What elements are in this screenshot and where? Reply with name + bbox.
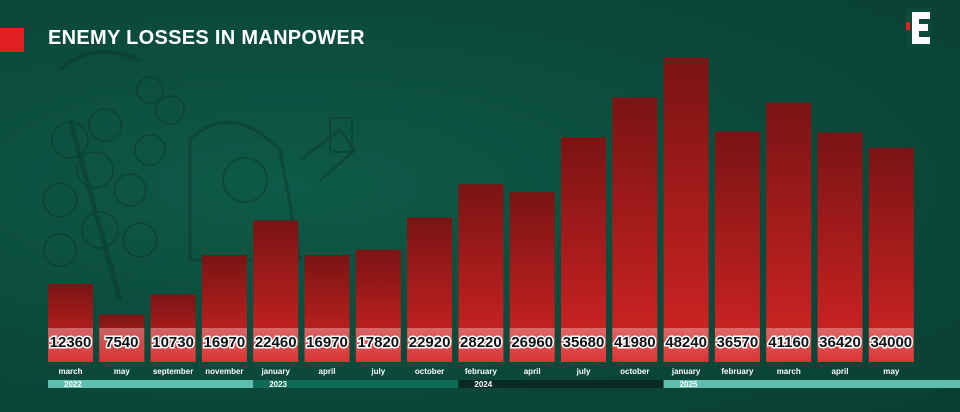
month-tick-label: november	[205, 367, 243, 376]
bar-value-label: 16970	[204, 334, 246, 351]
chart-title: ENEMY LOSSES IN MANPOWER	[48, 27, 365, 49]
bar	[663, 58, 709, 362]
bar-value-label: 36570	[717, 334, 759, 351]
month-tick-label: february	[465, 367, 498, 376]
bar-label-highlight	[304, 328, 350, 362]
year-label: 2022	[64, 380, 82, 389]
month-tick-label: may	[883, 367, 900, 376]
year-label: 2024	[474, 380, 492, 389]
bar-label-highlight	[714, 328, 760, 362]
bar	[766, 102, 812, 362]
bar-label-highlight	[509, 328, 555, 362]
bar-label-highlight	[253, 328, 299, 362]
bar-label-highlight	[868, 328, 914, 362]
month-tick-label: october	[415, 367, 444, 376]
bar-label-highlight	[458, 328, 504, 362]
month-tick-label: september	[153, 367, 193, 376]
bar	[612, 97, 658, 363]
bar	[561, 137, 606, 362]
month-tick-label: march	[777, 367, 801, 376]
bar-value-label: 34000	[870, 334, 912, 351]
bar-value-label: 16970	[306, 334, 348, 351]
bar-label-highlight	[355, 328, 401, 362]
bar-value-label: 10730	[152, 334, 194, 351]
bar-value-label: 12360	[50, 334, 92, 351]
bar-label-highlight	[817, 328, 863, 362]
bar	[714, 131, 760, 362]
month-tick-label: january	[671, 367, 701, 376]
bar-label-highlight	[99, 328, 145, 362]
month-tick-label: january	[260, 367, 290, 376]
month-tick-label: may	[114, 367, 131, 376]
bar-value-label: 48240	[665, 334, 707, 351]
bar-label-highlight	[48, 328, 93, 362]
month-tick-label: july	[370, 367, 385, 376]
year-label: 2023	[269, 380, 287, 389]
bar-value-label: 41160	[768, 334, 809, 351]
month-tick-label: april	[832, 367, 849, 376]
bar-label-highlight	[407, 328, 453, 362]
bar-value-label: 26960	[511, 334, 553, 351]
bar-value-label: 36420	[819, 334, 861, 351]
year-band	[253, 380, 459, 388]
month-tick-label: october	[620, 367, 649, 376]
month-tick-label: february	[721, 367, 754, 376]
month-tick-label: april	[319, 367, 336, 376]
bar-value-label: 22920	[409, 334, 451, 351]
bar-label-highlight	[150, 328, 196, 362]
bar-label-highlight	[663, 328, 709, 362]
year-band	[48, 380, 254, 388]
bar	[868, 147, 914, 362]
month-tick-label: july	[576, 367, 591, 376]
bar	[817, 132, 863, 362]
bar-label-highlight	[612, 328, 658, 362]
bar-value-label: 28220	[460, 334, 502, 351]
bar-value-label: 7540	[105, 334, 138, 351]
year-label: 2025	[680, 380, 698, 389]
bar-value-label: 22460	[255, 334, 297, 351]
year-band	[663, 380, 960, 388]
year-band	[458, 380, 664, 388]
bar-label-highlight	[561, 328, 606, 362]
bar-label-highlight	[766, 328, 812, 362]
bar-value-label: 35680	[563, 334, 605, 351]
bar-value-label: 41980	[614, 334, 656, 351]
accent-tab	[0, 28, 24, 52]
month-tick-label: april	[524, 367, 541, 376]
bar-label-highlight	[201, 328, 247, 362]
month-tick-label: march	[58, 367, 82, 376]
e-letter-logo-icon	[906, 8, 932, 48]
bar-value-label: 17820	[357, 334, 399, 351]
